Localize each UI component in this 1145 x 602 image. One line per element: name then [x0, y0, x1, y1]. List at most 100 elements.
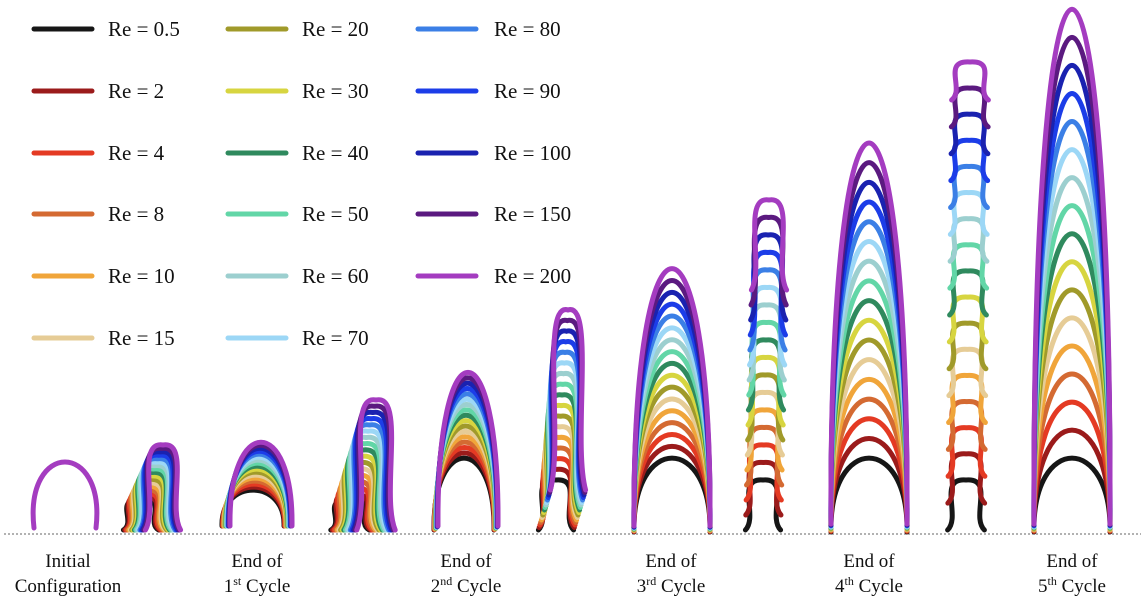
legend-item: Re = 0.5: [31, 17, 180, 41]
legend-item: Re = 100: [415, 141, 571, 165]
caption-ordinal: 4: [835, 576, 845, 597]
legend-label: Re = 50: [302, 202, 369, 226]
filament-arch: [949, 59, 991, 103]
filament-arch: [947, 190, 990, 237]
legend-item: Re = 40: [225, 141, 369, 165]
legend-item: Re = 70: [225, 326, 369, 350]
filament-arch: [945, 477, 987, 533]
caption-ordinal: 5: [1038, 576, 1048, 597]
legend: Re = 0.5 Re = 2 Re = 4 Re = 8 Re = 10 Re…: [31, 17, 571, 350]
filament-arch: [946, 372, 988, 425]
caption-cycle-1: End of 1st Cycle: [224, 551, 291, 597]
legend-label: Re = 150: [494, 202, 571, 226]
arch-group-cycle-4: [828, 140, 910, 535]
legend-item: Re = 10: [31, 264, 175, 288]
arch-group-cycle-3-5: [535, 307, 589, 533]
legend-item: Re = 200: [415, 264, 571, 288]
caption-line-1: End of: [1046, 551, 1098, 572]
caption-cycle-2: End of 2nd Cycle: [431, 551, 502, 597]
filament-arch: [828, 455, 910, 535]
filament-arch: [435, 369, 501, 529]
legend-item: Re = 15: [31, 326, 175, 350]
arch-group-cycle-5: [1031, 7, 1113, 535]
legend-item: Re = 8: [31, 202, 164, 226]
filament-arch: [948, 85, 991, 130]
arch-group-cycle-4-5: [742, 197, 790, 533]
arch-group-cycle-1: [219, 439, 295, 529]
filament-arch: [947, 242, 990, 291]
arch-group-cycle-3: [631, 266, 713, 535]
legend-label: Re = 80: [494, 17, 561, 41]
filament-arch: [748, 197, 790, 293]
legend-item: Re = 60: [225, 264, 369, 288]
caption-line-1: Initial: [45, 551, 90, 572]
caption-line-1: End of: [231, 551, 283, 572]
caption-superscript: rd: [646, 574, 656, 588]
caption-ordinal: 1: [224, 576, 234, 597]
caption-tail: Cycle: [854, 576, 903, 597]
legend-item: Re = 2: [31, 79, 164, 103]
legend-item: Re = 20: [225, 17, 369, 41]
legend-label: Re = 100: [494, 141, 571, 165]
filament-arch: [631, 266, 713, 529]
legend-item: Re = 80: [415, 17, 561, 41]
filament-arch: [828, 140, 910, 527]
caption-cycle-4: End of 4th Cycle: [835, 551, 903, 597]
filament-arch: [948, 137, 991, 184]
legend-label: Re = 200: [494, 264, 571, 288]
filament-arch: [948, 163, 990, 210]
legend-label: Re = 70: [302, 326, 369, 350]
legend-label: Re = 2: [108, 79, 164, 103]
filament-arch: [547, 307, 589, 493]
legend-item: Re = 50: [225, 202, 369, 226]
filament-arch: [946, 294, 989, 345]
caption-line-1: End of: [440, 551, 492, 572]
caption-line-1: End of: [843, 551, 895, 572]
caption-line-2: 1st Cycle: [224, 574, 291, 597]
legend-label: Re = 0.5: [108, 17, 180, 41]
caption-tail: Cycle: [241, 576, 290, 597]
caption-line-2: 3rd Cycle: [637, 574, 706, 597]
caption-superscript: nd: [440, 574, 452, 588]
filament-arch: [945, 451, 988, 506]
legend-item: Re = 150: [415, 202, 571, 226]
legend-label: Re = 4: [108, 141, 165, 165]
caption-cycle-5: End of 5th Cycle: [1038, 551, 1106, 597]
legend-label: Re = 40: [302, 141, 369, 165]
caption-ordinal: 3: [637, 576, 647, 597]
filament-arch: [354, 397, 398, 533]
legend-item: Re = 90: [415, 79, 561, 103]
initial-arch: [30, 459, 100, 531]
caption-superscript: th: [1048, 574, 1057, 588]
legend-item: Re = 30: [225, 79, 369, 103]
legend-label: Re = 10: [108, 264, 175, 288]
legend-label: Re = 60: [302, 264, 369, 288]
caption-tail: Cycle: [1057, 576, 1106, 597]
filament-arch: [947, 268, 989, 318]
caption-line-1: End of: [645, 551, 697, 572]
caption-cycle-3: End of 3rd Cycle: [637, 551, 706, 597]
filament-arch: [227, 439, 295, 529]
caption-line-2: 5th Cycle: [1038, 574, 1106, 597]
filament-arch: [1031, 7, 1113, 527]
filament-arch: [1031, 455, 1113, 535]
filament-arch: [947, 216, 990, 264]
caption-superscript: st: [233, 574, 242, 588]
arch-group-cycle-5-5: [945, 59, 991, 533]
caption-initial: Initial Configuration: [15, 551, 122, 597]
filament-arch: [142, 442, 184, 533]
caption-superscript: th: [845, 574, 854, 588]
arch-group-cycle-2-5: [328, 397, 398, 533]
filament-arch: [945, 425, 988, 479]
caption-ordinal: 2: [431, 576, 441, 597]
legend-label: Re = 30: [302, 79, 369, 103]
caption-line-2: 4th Cycle: [835, 574, 903, 597]
filament-arch: [945, 399, 988, 452]
legend-label: Re = 15: [108, 326, 175, 350]
legend-label: Re = 20: [302, 17, 369, 41]
legend-label: Re = 90: [494, 79, 561, 103]
legend-item: Re = 4: [31, 141, 165, 165]
arch-group-cycle-2: [431, 369, 501, 533]
